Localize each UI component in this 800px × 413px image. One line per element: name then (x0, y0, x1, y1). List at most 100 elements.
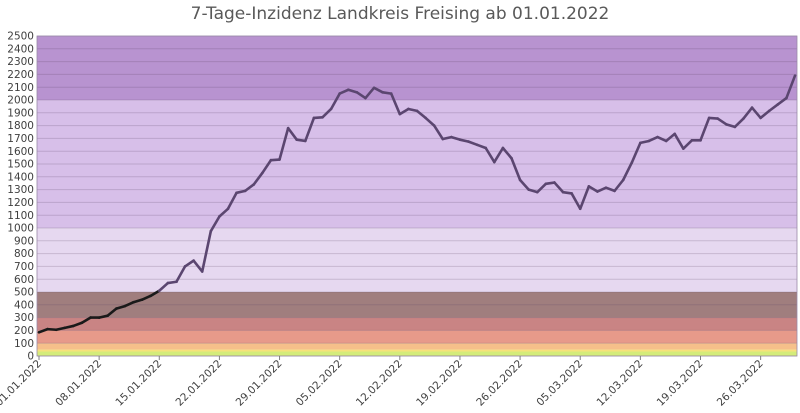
y-tick-label: 100 (14, 338, 34, 350)
y-tick-label: 1300 (7, 184, 34, 196)
data-point (656, 135, 659, 139)
data-point (252, 183, 255, 186)
series-line-segment (398, 107, 410, 116)
x-tick-label: 22.01.2022 (174, 358, 225, 409)
series-line-segment (716, 117, 728, 126)
data-point (613, 189, 616, 193)
series-line-segment (346, 88, 359, 94)
y-tick-label: 2200 (7, 69, 34, 81)
data-point (226, 207, 230, 210)
data-point (587, 185, 591, 188)
series-line-segment (209, 215, 221, 233)
data-point (664, 139, 668, 143)
series-line-segment (80, 316, 92, 325)
series-line-segment (321, 107, 333, 119)
series-line-segment (115, 304, 127, 310)
data-point (441, 137, 444, 141)
background-band-3 (37, 330, 797, 344)
data-point (536, 190, 539, 194)
data-point (527, 188, 530, 191)
data-point (304, 139, 307, 143)
series-line-segment (329, 92, 341, 111)
series-line-segment (578, 185, 591, 211)
series-line-segment (226, 191, 238, 211)
series-line-segment (724, 123, 737, 129)
series-line-segment (561, 190, 573, 195)
data-point (604, 186, 608, 189)
series-line-segment (527, 188, 539, 194)
series-line-segment (776, 96, 788, 106)
x-tick-label: 08.01.2022 (53, 358, 104, 409)
data-point (716, 117, 719, 120)
data-point (432, 124, 436, 127)
y-tick-label: 400 (14, 299, 34, 311)
series-line-segment (261, 158, 273, 175)
data-point (390, 92, 393, 95)
series-line-segment (54, 326, 67, 332)
data-point (72, 324, 75, 328)
series-line-segment (750, 106, 762, 120)
x-tick-label: 26.03.2022 (715, 358, 766, 409)
series-line-segment (381, 91, 393, 95)
series-line-segment (243, 183, 256, 193)
background-band-8 (37, 36, 797, 100)
data-point (295, 138, 298, 141)
x-tick-label: 15.01.2022 (113, 358, 164, 409)
y-tick-label: 600 (14, 274, 34, 286)
series-line-segment (707, 116, 719, 120)
data-point (510, 157, 513, 160)
data-point (175, 280, 178, 283)
series-line-segment (200, 229, 213, 273)
background-band-1 (37, 349, 797, 352)
series-line-segment (613, 178, 625, 193)
series-line-segment (544, 181, 556, 186)
y-tick-label: 0 (27, 351, 34, 363)
series-line-segment (424, 116, 436, 127)
y-tick-label: 700 (14, 261, 34, 273)
background-band-4 (37, 317, 797, 331)
y-tick-label: 2300 (7, 56, 34, 68)
y-tick-label: 2500 (7, 31, 34, 43)
data-point (742, 117, 745, 120)
x-tick-label: 05.02.2022 (294, 358, 345, 409)
x-tick-label: 05.03.2022 (534, 358, 585, 409)
series-line-segment (123, 300, 135, 308)
y-tick-label: 900 (14, 235, 34, 247)
series-line-segment (37, 327, 49, 334)
series-line-segment (312, 115, 324, 120)
series-line-segment (269, 158, 281, 162)
y-axis-ticks: 0100200300400500600700800900100011001200… (7, 31, 34, 363)
data-point (682, 147, 685, 150)
data-point (553, 181, 556, 184)
series-line-segment (132, 298, 144, 304)
series-line-segment (656, 135, 668, 143)
series-line-segment (630, 141, 642, 165)
y-tick-label: 2000 (7, 95, 34, 107)
data-point (733, 125, 737, 129)
series-line-segment (218, 207, 230, 218)
series-line-segment (510, 156, 522, 182)
series-line-segment (286, 126, 299, 141)
series-line-segment (639, 139, 651, 145)
series-line-segment (664, 132, 677, 143)
y-tick-label: 2400 (7, 43, 34, 55)
data-point (467, 140, 470, 143)
series-line-segment (742, 106, 754, 120)
data-point (312, 116, 316, 120)
data-point (372, 86, 376, 90)
background-band-7 (37, 100, 797, 228)
data-point (544, 182, 548, 186)
series-line-segment (759, 109, 771, 120)
data-point (579, 207, 582, 210)
data-point (80, 321, 84, 324)
data-point (570, 192, 573, 195)
y-tick-label: 1900 (7, 107, 34, 119)
background-band-0 (37, 351, 797, 356)
data-point (673, 132, 676, 136)
series-line-segment (647, 135, 659, 143)
data-point (123, 304, 127, 308)
series-line-segment (733, 117, 745, 129)
data-point (407, 107, 410, 111)
data-point (364, 96, 367, 100)
